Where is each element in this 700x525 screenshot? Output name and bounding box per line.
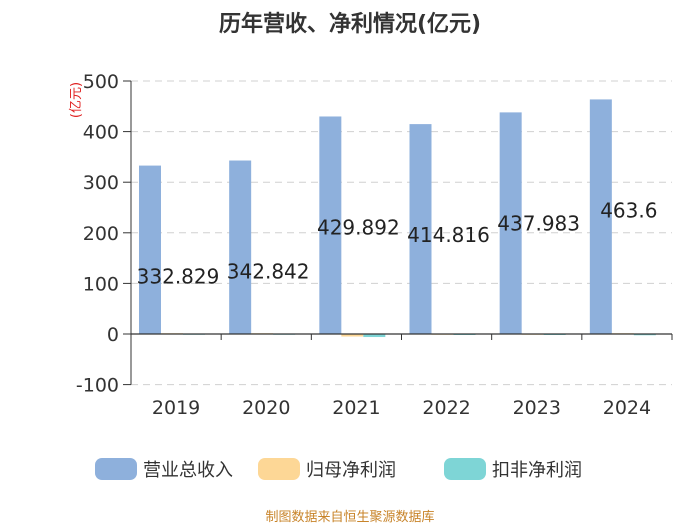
- y-tick-label: 300: [83, 172, 119, 194]
- bar-1-2021: [319, 116, 342, 335]
- data-label: 463.6: [600, 198, 657, 222]
- bar-3-2021: [363, 334, 386, 338]
- bar-3-2024: [633, 334, 656, 336]
- y-tick-label: -100: [76, 375, 119, 397]
- data-label: 429.892: [317, 215, 400, 239]
- bar-1-2020: [229, 160, 252, 334]
- y-tick-label: 500: [83, 71, 119, 93]
- y-tick-label: 200: [83, 223, 119, 245]
- data-label: 332.829: [137, 265, 220, 289]
- x-tick-label: 2024: [603, 397, 651, 419]
- x-tick-label: 2021: [332, 397, 380, 419]
- source-note: 制图数据来自恒生聚源数据库: [265, 510, 435, 525]
- bar-1-2023: [499, 112, 522, 334]
- bar-1-2019: [139, 165, 161, 334]
- bar-1-2024: [589, 99, 612, 335]
- bar-2-2021: [341, 334, 364, 337]
- legend-item[interactable]: 扣非净利润: [444, 455, 582, 483]
- legend-label: 扣非净利润: [492, 460, 582, 481]
- y-tick-label: 400: [83, 122, 119, 144]
- legend-swatch: [444, 458, 486, 480]
- legend-label: 归母净利润: [306, 460, 396, 481]
- legend-item[interactable]: 归母净利润: [258, 455, 396, 483]
- chart-title: 历年营收、净利情况(亿元): [218, 12, 482, 37]
- legend-swatch: [95, 458, 137, 480]
- legend-item[interactable]: 营业总收入: [95, 455, 233, 483]
- y-tick-label: 100: [83, 273, 119, 295]
- data-label: 437.983: [497, 211, 580, 235]
- x-tick-label: 2019: [152, 397, 200, 419]
- x-tick-label: 2020: [242, 397, 290, 419]
- legend-swatch: [258, 458, 300, 480]
- chart-legend: 营业总收入 归母净利润 扣非净利润: [0, 455, 700, 483]
- y-axis-label: (亿元): [69, 82, 84, 118]
- x-tick-label: 2023: [513, 397, 561, 419]
- legend-label: 营业总收入: [143, 460, 233, 481]
- y-tick-label: 0: [107, 324, 119, 346]
- data-label: 414.816: [407, 223, 490, 247]
- bar-1-2022: [409, 124, 432, 334]
- data-label: 342.842: [227, 260, 310, 284]
- x-tick-label: 2022: [422, 397, 470, 419]
